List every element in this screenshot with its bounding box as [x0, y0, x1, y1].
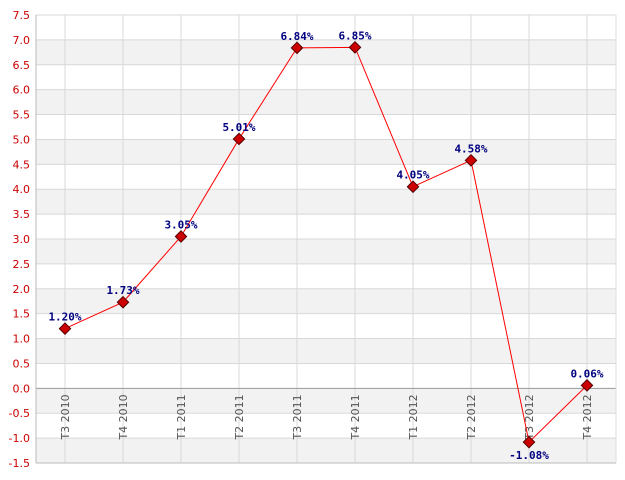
y-tick-label: 1.0 [13, 333, 31, 346]
series-line [64, 46, 588, 444]
axes [35, 15, 617, 464]
y-tick-label: 3.0 [13, 233, 31, 246]
y-tick-labels: -1.5 -1.0 -0.5 0.0 0.5 1.0 1.5 2.0 2.5 3.0 3.5 4.0 4… [9, 9, 30, 470]
y-tick-label: 5.0 [13, 133, 31, 146]
data-label: 4.05% [396, 169, 429, 182]
plot-band [36, 39, 616, 65]
y-tick-label: 7.0 [13, 34, 31, 47]
plot-band [36, 239, 616, 264]
plot-bands [36, 39, 616, 463]
y-tick-label: 4.5 [13, 158, 31, 171]
y-tick-label: -0.5 [9, 407, 30, 420]
data-point [116, 295, 130, 309]
plot-band [36, 338, 616, 364]
data-point [522, 435, 536, 449]
y-tick-label: 3.5 [13, 208, 31, 221]
data-label: -1.08% [509, 449, 549, 462]
data-label: 5.01% [222, 121, 255, 134]
x-tick-label: T2 2012 [465, 394, 478, 440]
y-tick-label: 4.0 [13, 183, 31, 196]
data-point [232, 132, 246, 146]
x-tick-labels: T3 2010 T4 2010 T1 2011 T2 2011 T3 2011 T4 20… [59, 394, 594, 440]
data-label: 0.06% [570, 367, 603, 380]
series-markers [58, 40, 594, 449]
plot-band [36, 139, 616, 165]
plot-band [36, 89, 616, 115]
data-label: 3.05% [164, 219, 197, 232]
data-point [174, 230, 188, 243]
x-tick-label: T3 2011 [291, 394, 304, 440]
y-tick-label: 2.0 [13, 283, 31, 296]
data-point [348, 40, 362, 54]
series-line [64, 46, 588, 444]
y-tick-label: 2.5 [13, 258, 31, 271]
x-tick-label: T1 2011 [175, 394, 188, 440]
y-tick-label: 6.5 [13, 59, 31, 72]
y-tick-label: 0.5 [13, 357, 31, 370]
data-point [58, 322, 72, 335]
plot-band [36, 388, 616, 414]
y-tick-label: -1.0 [9, 432, 30, 445]
y-tick-label: 1.5 [13, 308, 31, 321]
y-tick-label: -1.5 [9, 457, 30, 470]
y-tick-label: 0.0 [13, 382, 31, 395]
data-point [580, 378, 594, 392]
data-label: 1.20% [48, 311, 81, 324]
y-tick-label: 7.5 [13, 9, 31, 22]
plot-band [36, 288, 616, 314]
x-tick-label: T2 2011 [233, 394, 246, 440]
data-label: 4.58% [454, 142, 487, 155]
data-labels: 1.20% 1.73% 3.05% 5.01% 6.84% 6.85% 4.05% 4.58%… [48, 29, 603, 462]
data-label: 1.73% [106, 284, 139, 297]
plot-band [36, 189, 616, 215]
data-point [290, 41, 304, 55]
x-tick-label: T3 2010 [59, 394, 72, 440]
x-tick-label: T4 2011 [349, 394, 362, 440]
x-tick-label: T3 2012 [523, 394, 536, 440]
x-tick-label: T4 2010 [117, 394, 130, 440]
plot-band [36, 438, 616, 463]
x-tick-label: T4 2012 [581, 394, 594, 440]
data-point [406, 180, 420, 194]
data-label: 6.84% [280, 30, 313, 43]
y-tick-label: 5.5 [13, 109, 31, 122]
data-point [464, 153, 478, 167]
x-tick-label: T1 2012 [407, 394, 420, 440]
data-label: 6.85% [338, 29, 371, 42]
y-tick-label: 6.0 [13, 84, 31, 97]
